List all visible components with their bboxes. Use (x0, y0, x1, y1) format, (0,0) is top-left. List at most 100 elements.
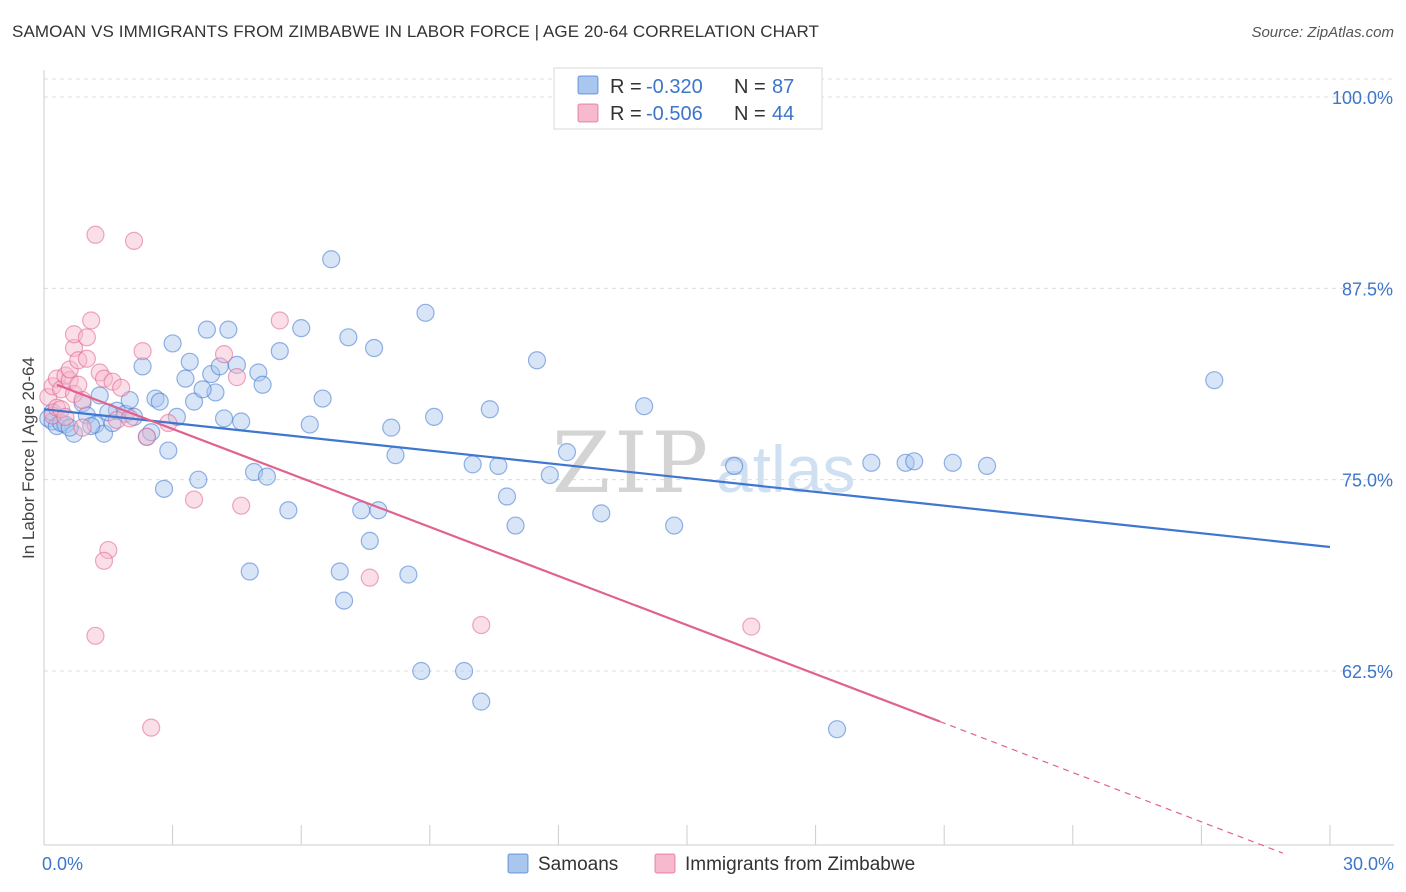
samoans-point-53 (364, 338, 384, 358)
samoans-point-57 (399, 565, 418, 584)
samoans-point-67 (506, 516, 525, 535)
samoans-point-52 (360, 531, 379, 550)
samoans-point-34 (219, 320, 238, 339)
samoans-trend-line (43, 408, 1331, 549)
watermark-zip: ZIP (552, 414, 712, 512)
zimbabwe-point-20 (82, 311, 101, 330)
samoans-point-79 (943, 453, 962, 472)
samoans-point-21 (154, 479, 174, 498)
samoans-point-76 (862, 453, 881, 472)
legend-swatch-samoans (577, 75, 599, 95)
x-tick-label-max: 30.0% (1343, 854, 1394, 874)
samoans-point-65 (489, 456, 508, 475)
samoans-point-70 (557, 443, 577, 462)
legend-n-value-1: 87 (772, 76, 794, 98)
legend-bottom: Samoans Immigrants from Zimbabwe (507, 853, 915, 875)
legend-n-value-2: 44 (772, 103, 794, 125)
trend-lines (43, 383, 1331, 854)
legend-top: R = -0.320 N = 87 R = -0.506 N = 44 (553, 67, 823, 130)
legend-r-label-2: R = (610, 103, 642, 125)
samoans-point-22 (159, 441, 178, 460)
samoans-point-25 (176, 369, 195, 388)
samoans-point-33 (214, 409, 234, 428)
y-tick-label-2: 87.5% (1342, 279, 1393, 299)
zimbabwe-point-42 (86, 626, 105, 645)
samoans-point-23 (163, 334, 182, 353)
legend-swatch-zimbabwe (577, 103, 599, 123)
samoans-point-58 (412, 661, 431, 681)
zimbabwe-point-18 (77, 349, 96, 368)
zimbabwe-point-34 (214, 345, 234, 364)
samoans-point-71 (592, 504, 611, 523)
samoans-point-46 (313, 389, 332, 408)
legend-bottom-swatch-zimbabwe (654, 853, 676, 874)
legend-r-value-1: -0.320 (646, 76, 703, 98)
chart-title: SAMOAN VS IMMIGRANTS FROM ZIMBABWE IN LA… (12, 22, 820, 41)
samoans-point-66 (497, 487, 517, 506)
legend-r-value-2: -0.506 (646, 103, 703, 125)
samoans-point-68 (527, 351, 547, 370)
samoans-point-85 (193, 380, 212, 399)
zimbabwe-point-30 (137, 427, 156, 446)
samoans-point-17 (133, 357, 152, 376)
samoans-point-41 (257, 467, 277, 486)
zimbabwe-trend-line (56, 383, 941, 723)
samoans-point-42 (270, 341, 289, 361)
samoans-point-49 (334, 591, 354, 610)
zimbabwe-point-28 (124, 231, 144, 250)
zimbabwe-point-31 (142, 718, 161, 737)
samoans-point-59 (416, 303, 435, 322)
zimbabwe-point-21 (86, 225, 105, 244)
zimbabwe-point-29 (133, 341, 152, 361)
zimbabwe-point-36 (232, 496, 251, 515)
samoans-point-20 (150, 392, 169, 411)
y-tick-label-1: 75.0% (1342, 471, 1393, 491)
samoans-point-69 (540, 465, 559, 485)
samoans-point-60 (424, 407, 444, 427)
zimbabwe-point-24 (99, 540, 118, 560)
samoans-point-75 (827, 720, 847, 739)
legend-bottom-label-samoans: Samoans (538, 854, 618, 875)
y-tick-label-0: 62.5% (1342, 662, 1393, 682)
legend-bottom-swatch-samoans (507, 853, 529, 874)
zimbabwe-point-19 (77, 328, 96, 347)
samoans-point-81 (1205, 371, 1224, 390)
zimbabwe-point-37 (270, 311, 289, 330)
gridlines (44, 78, 1394, 672)
samoans-point-51 (352, 501, 371, 520)
samoans-point-44 (292, 319, 311, 338)
samoans-point-74 (725, 456, 744, 475)
zimbabwe-point-41 (94, 551, 114, 570)
samoans-point-50 (339, 328, 358, 347)
samoans-point-72 (635, 397, 654, 416)
samoans-point-43 (279, 501, 298, 520)
samoans-point-80 (977, 456, 997, 475)
samoans-point-36 (232, 412, 251, 431)
zimbabwe-point-33 (184, 490, 204, 509)
samoans-point-26 (180, 352, 199, 371)
samoans-point-28 (189, 470, 208, 489)
samoans-point-40 (253, 375, 272, 394)
chart-source: Source: ZipAtlas.com (1251, 24, 1394, 41)
samoans-point-63 (472, 692, 491, 711)
y-tick-labels: 62.5% 75.0% 87.5% 100.0% (1332, 88, 1393, 682)
samoans-point-47 (322, 250, 341, 269)
y-axis-label: In Labor Force | Age 20-64 (19, 357, 38, 559)
samoans-point-45 (300, 415, 319, 434)
legend-n-label-1: N = (734, 76, 766, 98)
samoans-point-86 (60, 418, 79, 437)
zimbabwe-point-38 (360, 568, 379, 587)
samoans-point-61 (454, 661, 474, 681)
legend-bottom-label-zimbabwe: Immigrants from Zimbabwe (685, 854, 915, 875)
legend-n-label-2: N = (734, 103, 766, 125)
zimbabwe-point-17 (73, 418, 92, 437)
watermark: ZIP atlas (552, 414, 855, 512)
zimbabwe-trend-extension (939, 720, 1284, 854)
samoans-point-62 (463, 455, 482, 474)
samoans-point-48 (330, 562, 349, 581)
samoans-point-37 (240, 562, 259, 581)
samoans-point-56 (386, 446, 405, 465)
x-tick-label-min: 0.0% (42, 854, 83, 874)
samoans-point-29 (197, 320, 216, 339)
data-points (39, 225, 1224, 739)
